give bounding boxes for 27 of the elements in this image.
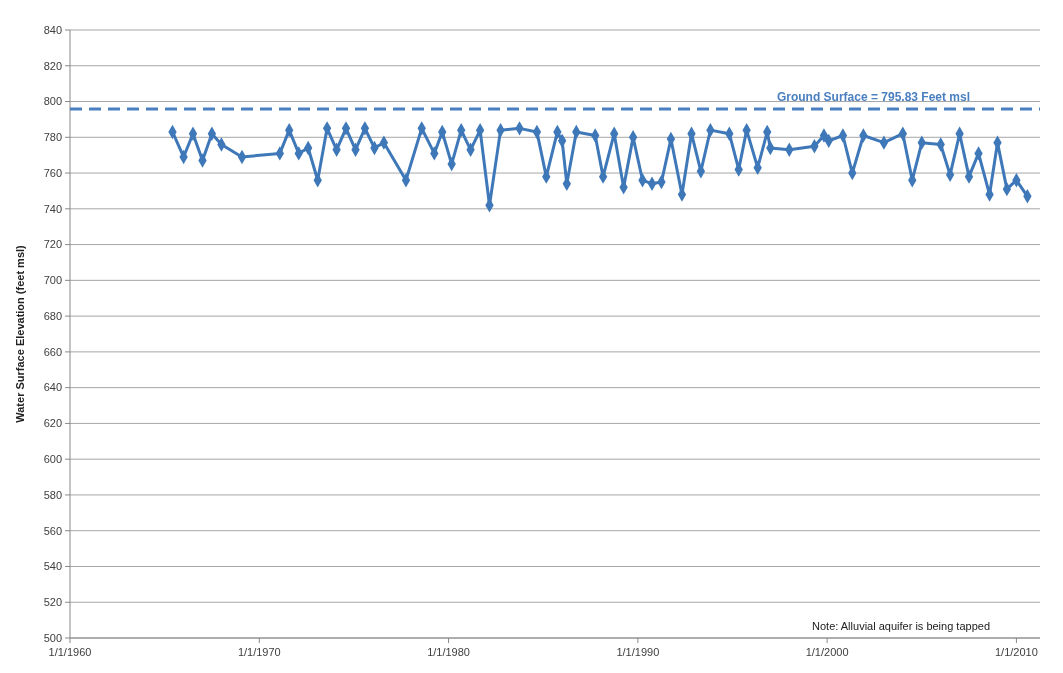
y-tick-label: 560	[43, 524, 62, 537]
x-tick-label: 1/1/1960	[48, 646, 92, 658]
y-tick-label: 800	[43, 95, 62, 108]
x-tick-label: 1/1/2010	[995, 646, 1038, 658]
x-tick-label: 1/1/1970	[237, 646, 281, 658]
y-tick-label: 660	[43, 345, 62, 358]
y-tick-label: 760	[43, 166, 62, 179]
y-tick-label: 820	[43, 59, 62, 72]
y-tick-label: 780	[43, 131, 62, 144]
annotation: Note: Alluvial aquifer is being tapped	[812, 620, 990, 632]
y-tick-label: 680	[43, 309, 62, 322]
y-tick-label: 540	[43, 560, 62, 573]
y-tick-label: 700	[43, 274, 62, 287]
ref-line-label: Ground Surface = 795.83 Feet msl	[776, 89, 970, 104]
y-tick-label: 740	[43, 202, 62, 215]
y-tick-label: 640	[43, 381, 62, 394]
x-tick-label: 1/1/1990	[616, 646, 660, 658]
y-tick-label: 520	[43, 596, 62, 609]
x-tick-label: 1/1/2000	[805, 646, 849, 658]
y-tick-label: 620	[43, 417, 62, 430]
y-tick-label: 720	[43, 238, 62, 251]
y-tick-label: 500	[43, 631, 62, 644]
x-tick-label: 1/1/1980	[427, 646, 470, 658]
y-tick-label: 600	[43, 453, 62, 466]
y-tick-label: 580	[43, 488, 62, 501]
y-axis-title: Water Surface Elevation (feet msl)	[14, 244, 26, 423]
y-tick-label: 840	[43, 23, 62, 36]
